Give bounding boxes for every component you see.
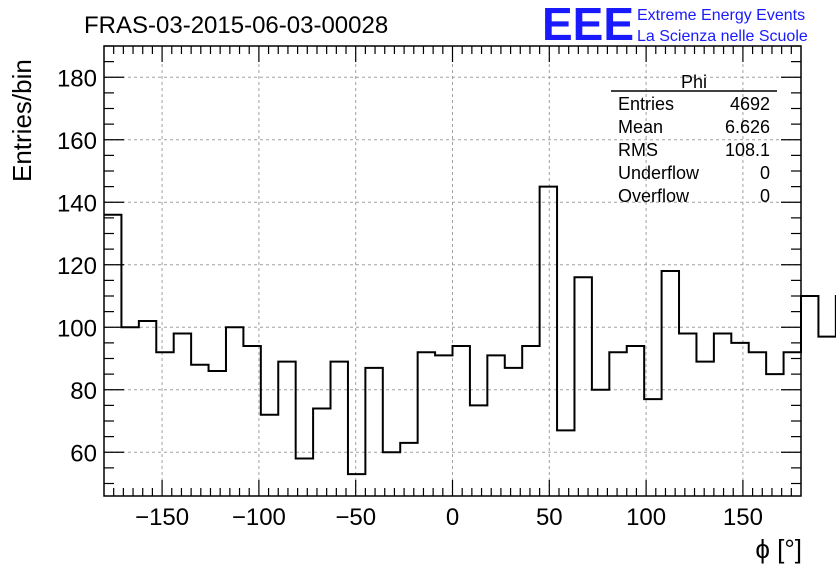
histogram-bin xyxy=(696,362,713,496)
histogram-outline xyxy=(104,185,836,476)
histogram-bin xyxy=(243,346,260,496)
histogram-bin xyxy=(662,271,679,496)
x-tick-label: 150 xyxy=(723,504,763,531)
histogram-bin xyxy=(156,352,173,496)
histogram-bin xyxy=(435,355,452,496)
x-tick-label: 50 xyxy=(536,504,563,531)
stats-row-value: 108.1 xyxy=(725,140,770,160)
histogram-bin xyxy=(540,187,557,496)
y-axis-label: Entries/bin xyxy=(7,59,37,182)
histogram-bin xyxy=(365,368,382,496)
stats-row-label: Overflow xyxy=(618,186,690,206)
histogram-series xyxy=(104,185,836,497)
stats-row-value: 0 xyxy=(760,163,770,183)
x-tick-label: 100 xyxy=(626,504,666,531)
stats-row-value: 0 xyxy=(760,186,770,206)
stats-row-label: Underflow xyxy=(618,163,700,183)
histogram-bin xyxy=(226,327,243,496)
histogram-bin xyxy=(470,405,487,496)
axes: −150 −100 −50 0 50 100 150 60 80 100 120 140 160 180 xyxy=(57,45,802,531)
histogram-bin xyxy=(453,346,470,496)
logo-line1: Extreme Energy Events xyxy=(637,7,805,24)
histogram-bin xyxy=(418,352,435,496)
histogram-bin xyxy=(679,334,696,497)
histogram-bin xyxy=(505,368,522,496)
histogram-bin xyxy=(609,352,626,496)
histogram-bin xyxy=(278,362,295,496)
stats-title: Phi xyxy=(681,72,707,92)
stats-row-label: Mean xyxy=(618,117,663,137)
histogram-bin xyxy=(191,365,208,496)
histogram-bin xyxy=(174,334,191,497)
x-tick-label: 0 xyxy=(446,504,459,531)
histogram-bin xyxy=(818,337,835,496)
eee-logo: EEE Extreme Energy Events La Scienza nel… xyxy=(542,0,808,50)
x-tick-label: −100 xyxy=(232,504,286,531)
stats-row-label: Entries xyxy=(618,94,674,114)
y-tick-label: 160 xyxy=(57,128,97,155)
logo-line2: La Scienza nelle Scuole xyxy=(637,28,808,45)
histogram-bin xyxy=(714,334,731,497)
histogram-bin xyxy=(104,215,121,496)
histogram-bin xyxy=(801,296,818,496)
logo-text: EEE xyxy=(542,0,634,50)
histogram-bin xyxy=(557,430,574,496)
stats-row-label: RMS xyxy=(618,140,658,160)
y-tick-label: 100 xyxy=(57,315,97,342)
stats-box: Phi Entries 4692 Mean 6.626 RMS 108.1 Underflo… xyxy=(611,72,777,206)
histogram-bin xyxy=(644,399,661,496)
histogram-bin xyxy=(731,343,748,496)
histogram-bin xyxy=(522,346,539,496)
y-tick-label: 120 xyxy=(57,253,97,280)
histogram-bin xyxy=(313,409,330,497)
histogram-bin xyxy=(749,352,766,496)
x-axis-label: ϕ [°] xyxy=(755,534,802,564)
histogram-bin xyxy=(766,374,783,496)
histogram-bin xyxy=(139,321,156,496)
y-tick-label: 180 xyxy=(57,65,97,92)
stats-row-value: 6.626 xyxy=(725,117,770,137)
y-tick-label: 140 xyxy=(57,190,97,217)
chart-title: FRAS-03-2015-06-03-00028 xyxy=(84,12,388,39)
grid xyxy=(104,46,801,496)
histogram-bin xyxy=(400,443,417,496)
y-tick-label: 60 xyxy=(70,440,97,467)
stats-row-value: 4692 xyxy=(730,94,770,114)
histogram-bin xyxy=(627,346,644,496)
histogram-bin xyxy=(331,362,348,496)
histogram-bin xyxy=(574,277,591,496)
x-tick-label: −50 xyxy=(335,504,376,531)
histogram-bin xyxy=(592,390,609,496)
histogram-bin xyxy=(348,474,365,496)
histogram-bin xyxy=(487,355,504,496)
histogram-bin xyxy=(296,459,313,497)
histogram-bin xyxy=(209,371,226,496)
histogram-bin xyxy=(261,415,278,496)
histogram-bin xyxy=(121,327,138,496)
stats-rows: Entries 4692 Mean 6.626 RMS 108.1 Underflow 0 Ov… xyxy=(618,94,770,206)
x-tick-label: −150 xyxy=(135,504,189,531)
histogram-bin xyxy=(383,452,400,496)
y-tick-label: 80 xyxy=(70,378,97,405)
